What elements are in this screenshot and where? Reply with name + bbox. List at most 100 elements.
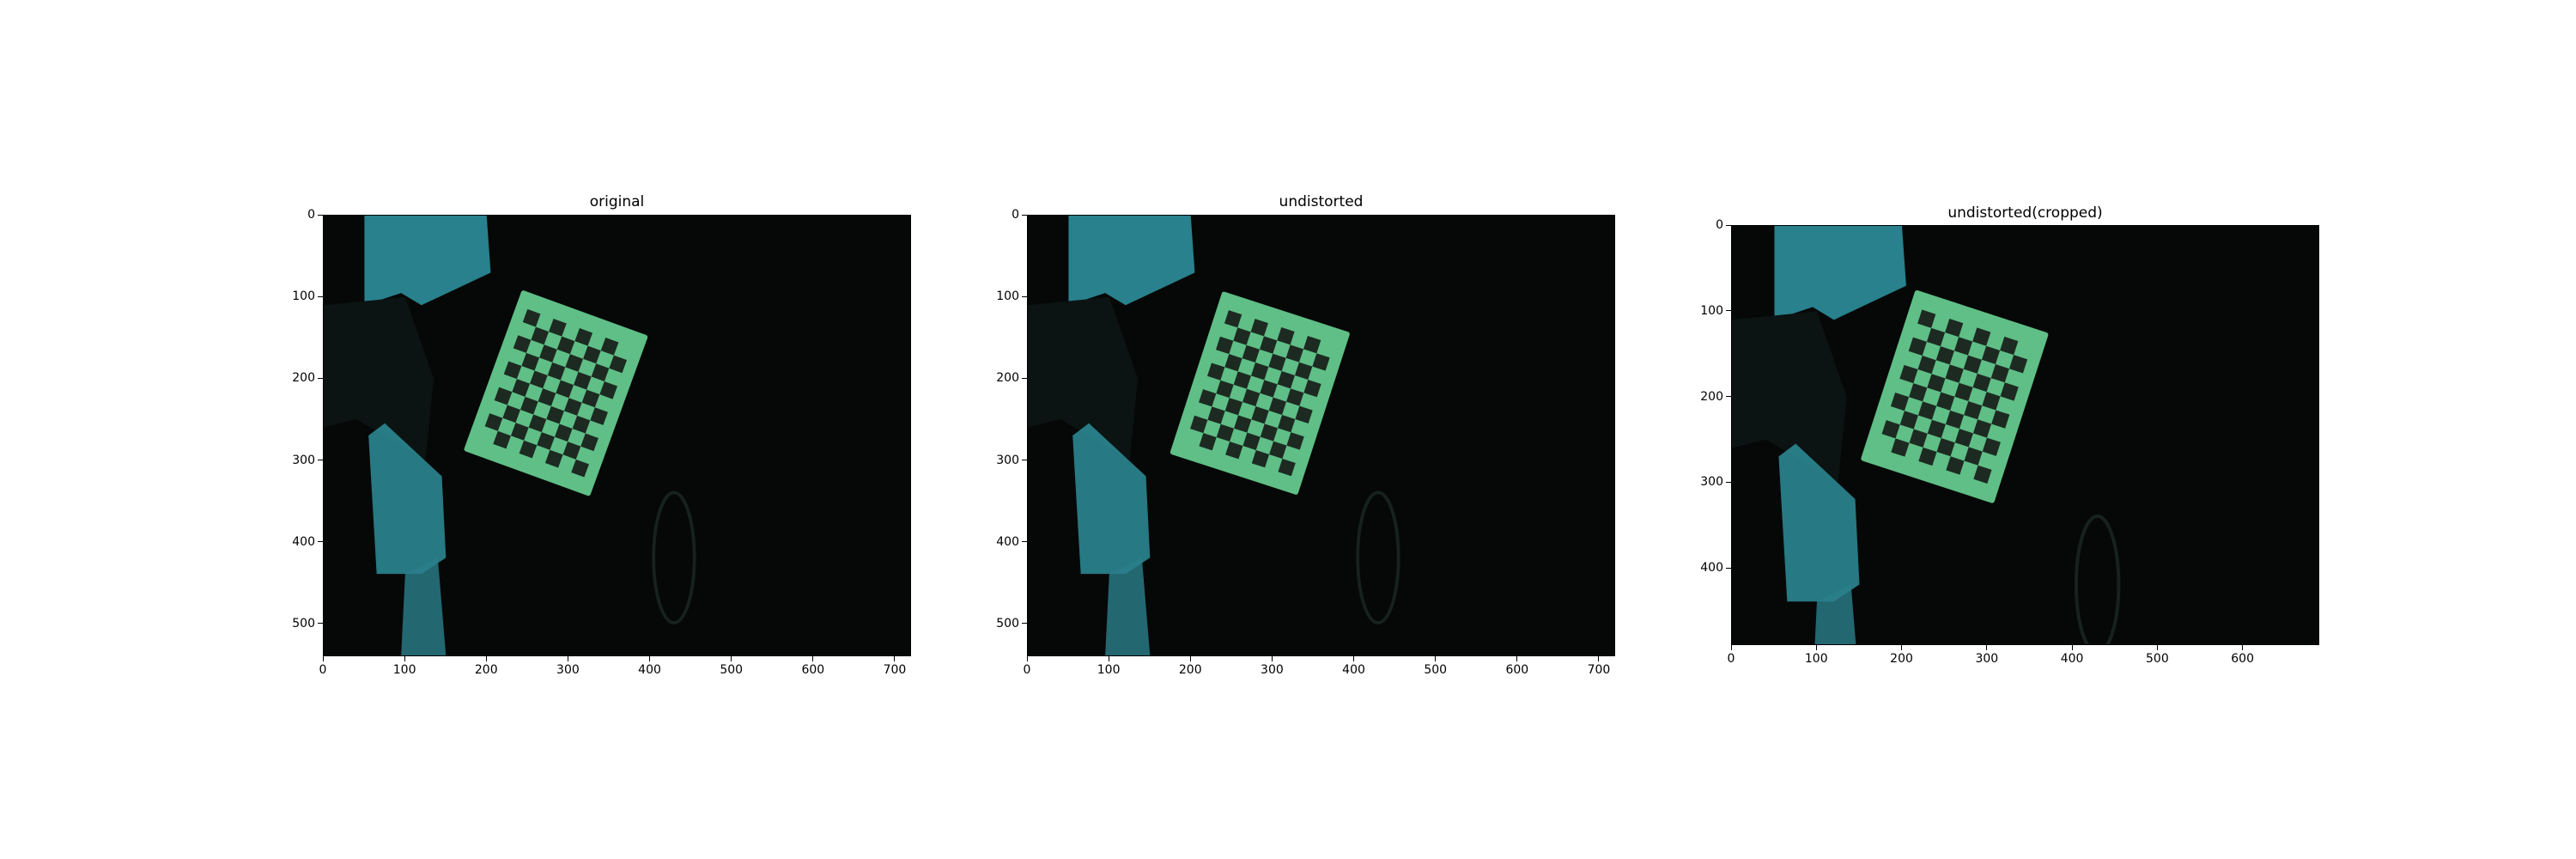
photo-scene [1732,226,2318,644]
x-tick-label: 400 [638,663,661,677]
y-tick-label: 500 [292,616,315,631]
y-tick-mark [1726,224,1731,226]
y-tick-label: 100 [996,289,1019,304]
y-tick-mark [1022,214,1027,216]
y-tick-label: 500 [996,616,1019,631]
y-tick-mark [1022,295,1027,297]
checkerboard [1170,291,1350,495]
dark-object [1028,296,1139,460]
panel-title: undistorted [1279,193,1364,210]
x-tick-label: 0 [1727,652,1735,666]
y-tick-mark [318,541,323,543]
cyan-surface-bottom [368,423,447,575]
x-tick-label: 400 [1342,663,1365,677]
cyan-surface-bottom [1778,443,1860,602]
faint-object [2074,514,2121,644]
y-tick-label: 400 [292,534,315,549]
y-tick-label: 300 [996,453,1019,467]
cyan-surface-top [1774,226,1906,320]
x-tick-label: 100 [1097,663,1121,677]
x-tick-mark [1189,656,1191,661]
x-tick-mark [2156,645,2158,650]
x-tick-label: 200 [474,663,498,677]
x-tick-label: 300 [1261,663,1284,677]
x-tick-mark [2242,645,2244,650]
panel-title: original [589,193,645,210]
faint-object [1356,490,1400,624]
x-tick-label: 100 [1804,652,1828,666]
x-tick-label: 500 [2146,652,2169,666]
photo-scene [324,216,910,655]
x-tick-mark [1516,656,1518,661]
x-tick-label: 500 [1424,663,1448,677]
x-tick-label: 200 [1890,652,1913,666]
y-tick-label: 200 [1700,389,1723,404]
x-tick-mark [1598,656,1600,661]
x-tick-label: 100 [392,663,416,677]
y-tick-label: 400 [1700,561,1723,576]
y-tick-mark [1022,377,1027,379]
x-tick-label: 300 [1975,652,1999,666]
y-tick-label: 400 [996,534,1019,549]
dark-object [324,296,434,460]
x-tick-label: 600 [1505,663,1529,677]
y-tick-label: 0 [1012,208,1019,222]
x-tick-label: 700 [883,663,907,677]
x-tick-label: 700 [1587,663,1611,677]
x-tick-mark [1986,645,1988,650]
x-tick-mark [404,656,405,661]
y-tick-label: 200 [292,371,315,386]
image-panel [1731,225,2319,645]
faint-object [652,490,696,624]
x-tick-mark [894,656,896,661]
x-tick-mark [1730,645,1732,650]
x-tick-label: 600 [2231,652,2255,666]
x-tick-label: 0 [319,663,327,677]
y-tick-mark [318,623,323,624]
y-tick-label: 200 [996,371,1019,386]
y-tick-label: 0 [307,208,315,222]
image-panel [323,215,911,656]
x-tick-label: 500 [720,663,744,677]
x-tick-mark [1271,656,1273,661]
checkerboard [1861,289,2049,503]
x-tick-mark [1815,645,1817,650]
photo-scene [1028,216,1614,655]
x-tick-label: 200 [1178,663,1202,677]
cyan-surface-top [1068,216,1195,306]
x-tick-mark [1026,656,1028,661]
y-tick-mark [318,377,323,379]
x-tick-mark [731,656,732,661]
y-tick-label: 300 [292,453,315,467]
cyan-surface-bottom [1072,423,1151,575]
y-tick-mark [318,214,323,216]
panel-title: undistorted(cropped) [1947,204,2103,222]
image-panel [1027,215,1615,656]
y-tick-mark [1022,623,1027,624]
checkerboard [464,290,648,497]
cyan-surface-bottom-2 [1814,584,1856,644]
x-tick-label: 300 [556,663,580,677]
cyan-surface-bottom-2 [1105,557,1151,655]
y-tick-mark [1726,396,1731,398]
y-tick-mark [1726,481,1731,483]
y-tick-mark [1022,541,1027,543]
y-tick-label: 300 [1700,475,1723,490]
x-tick-mark [812,656,814,661]
y-tick-mark [318,295,323,297]
x-tick-mark [322,656,324,661]
y-tick-label: 100 [1700,303,1723,318]
y-tick-mark [1726,567,1731,569]
dark-object [1732,311,1847,483]
x-tick-label: 0 [1023,663,1031,677]
y-tick-mark [1726,310,1731,312]
cyan-surface-top [364,216,491,306]
x-tick-label: 600 [801,663,825,677]
x-tick-mark [2071,645,2073,650]
y-tick-label: 100 [292,289,315,304]
x-tick-label: 400 [2060,652,2084,666]
x-tick-mark [1435,656,1437,661]
x-tick-mark [1901,645,1903,650]
y-tick-label: 0 [1716,218,1723,232]
x-tick-mark [649,656,651,661]
